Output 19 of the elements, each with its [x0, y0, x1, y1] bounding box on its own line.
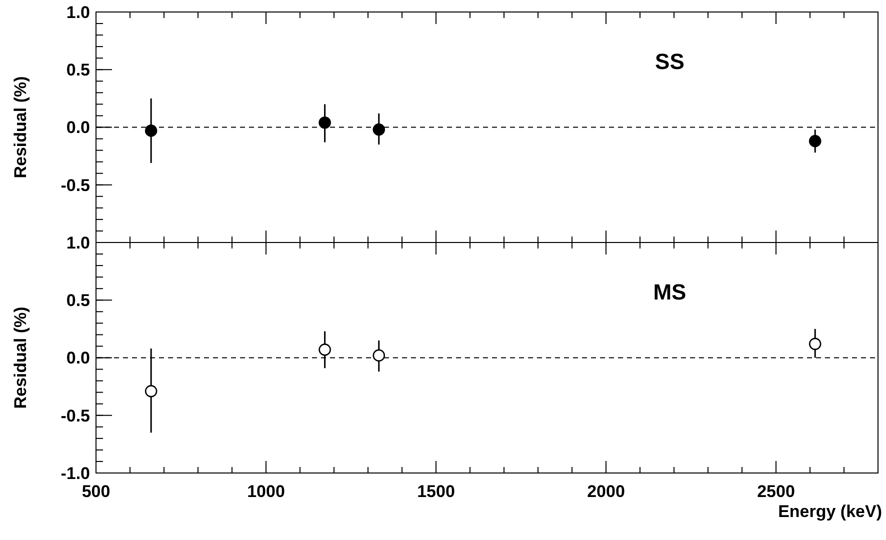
y-tick-label: -0.5 [60, 406, 90, 426]
y-tick-label: 0.5 [66, 60, 90, 80]
x-tick-label: 2000 [587, 482, 625, 501]
y-axis-title: Residual (%) [11, 306, 30, 409]
y-tick-label: 0.0 [66, 118, 90, 138]
y-tick-label: 1.0 [66, 233, 90, 252]
annotation: MS [653, 280, 686, 304]
y-tick-label: 1.0 [66, 2, 90, 22]
x-tick-label: 1500 [417, 482, 455, 501]
y-tick-label: 0.0 [66, 348, 90, 368]
annotation: SS [655, 49, 684, 74]
y-tick-label: -0.5 [60, 176, 90, 195]
x-tick-label: 500 [82, 482, 110, 501]
y-tick-label: 0.5 [66, 291, 90, 310]
x-tick-label: 1000 [247, 482, 285, 501]
x-tick-label: 2500 [757, 482, 795, 501]
y-axis-title: Residual (%) [11, 76, 30, 178]
x-axis-title: Energy (keV) [778, 502, 882, 521]
y-tick-label: -1.0 [60, 464, 90, 483]
